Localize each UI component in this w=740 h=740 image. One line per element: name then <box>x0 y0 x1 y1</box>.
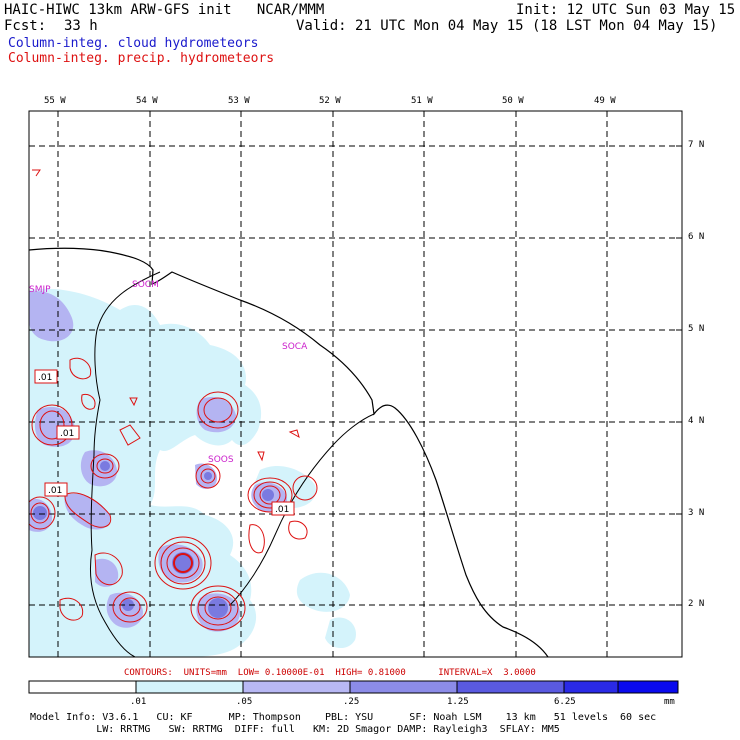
lon-label-51w: 51 W <box>411 96 433 106</box>
contour-label-1: .01 <box>38 373 52 383</box>
init-time: Init: 12 UTC Sun 03 May 15 <box>516 2 736 18</box>
colorbar-label-1.25: 1.25 <box>447 697 469 707</box>
lon-label-54w: 54 W <box>136 96 158 106</box>
plot-title: HAIC-HIWC 13km ARW-GFS init NCAR/MMM <box>4 2 325 18</box>
station-smjp: SMJP <box>29 285 51 295</box>
lon-label-49w: 49 W <box>594 96 616 106</box>
lon-label-50w: 50 W <box>502 96 524 106</box>
model-info-line1: Model Info: V3.6.1 CU: KF MP: Thompson P… <box>30 712 657 723</box>
colorbar-label-6.25: 6.25 <box>554 697 576 707</box>
map-frame <box>28 110 683 658</box>
state-border <box>229 413 375 606</box>
cloud-shading-dark <box>33 461 274 618</box>
station-labels: SMJP SOCM SOCA SOOS <box>29 280 308 465</box>
colorbar <box>28 680 679 694</box>
field-precip-label: Column-integ. precip. hydrometeors <box>8 51 275 66</box>
lon-label-52w: 52 W <box>319 96 341 106</box>
valid-time: Valid: 21 UTC Mon 04 May 15 (18 LST Mon … <box>296 18 718 34</box>
lat-lon-grid <box>29 111 682 657</box>
contour-label-3: .01 <box>48 486 62 496</box>
colorbar-label-0.25: .25 <box>343 697 360 707</box>
colorbar-label-0.01: .01 <box>130 697 147 707</box>
lat-label-7n: 7 N <box>688 140 705 150</box>
country-border <box>90 271 161 657</box>
station-socm: SOCM <box>132 280 159 290</box>
frame-ticks <box>57 111 682 606</box>
precip-contours <box>29 169 318 631</box>
forecast-hour: 33 h <box>64 18 98 34</box>
contour-value-labels: .01 .01 .01 .01 <box>34 369 295 516</box>
contour-label-2: .01 <box>60 429 74 439</box>
lat-label-3n: 3 N <box>688 508 705 518</box>
lon-label-55w: 55 W <box>44 96 66 106</box>
model-info-line2: LW: RRTMG SW: RRTMG DIFF: full KM: 2D Sm… <box>30 724 560 735</box>
contour-info: CONTOURS: UNITS=mm LOW= 0.10000E-01 HIGH… <box>124 668 536 678</box>
coastline <box>29 247 549 657</box>
field-cloud-label: Column-integ. cloud hydrometeors <box>8 36 259 51</box>
lat-label-5n: 5 N <box>688 324 705 334</box>
colorbar-label-0.05: .05 <box>236 697 253 707</box>
lon-label-53w: 53 W <box>228 96 250 106</box>
contour-label-4: .01 <box>275 505 289 515</box>
forecast-label: Fcst: <box>4 18 47 34</box>
lat-label-2n: 2 N <box>688 599 705 609</box>
station-soos: SOOS <box>208 455 234 465</box>
station-soca: SOCA <box>282 342 308 352</box>
colorbar-units: mm <box>664 697 675 707</box>
lat-label-6n: 6 N <box>688 232 705 242</box>
lat-label-4n: 4 N <box>688 416 705 426</box>
